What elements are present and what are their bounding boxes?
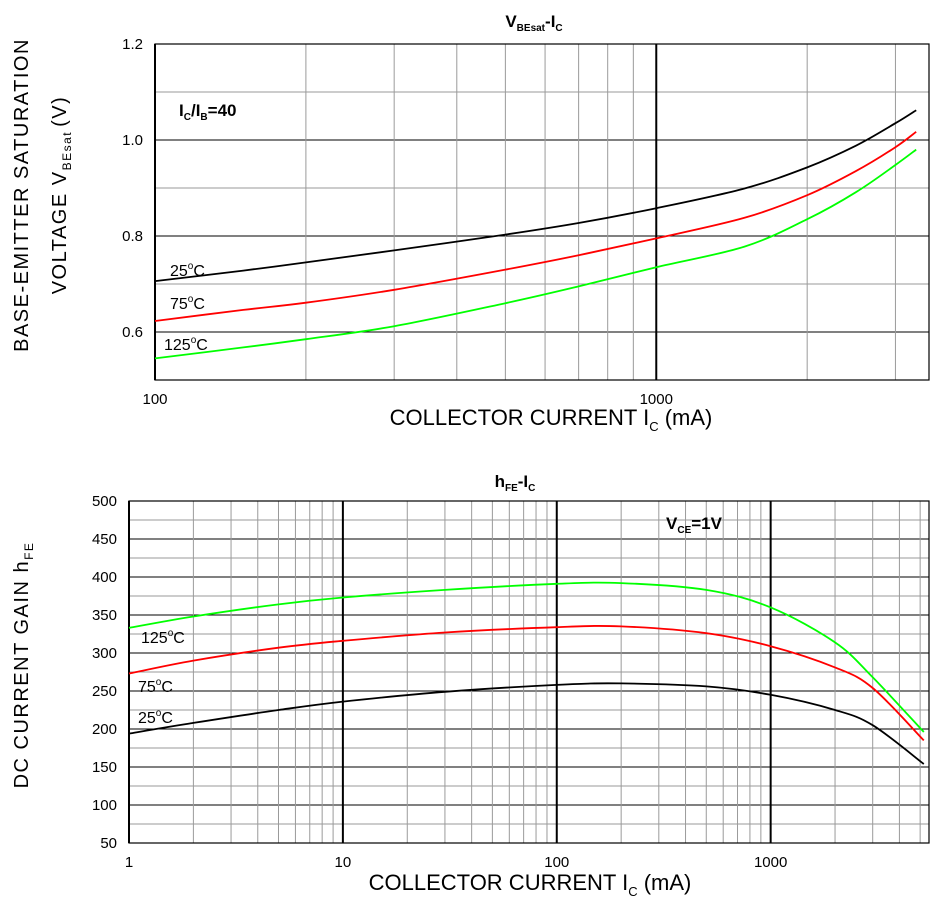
vbesat-chart-title: VBEsat-IC bbox=[505, 12, 562, 34]
vbesat-x-axis-title: COLLECTOR CURRENT IC (mA) bbox=[390, 405, 713, 434]
vbesat-label-125c: 125oC bbox=[164, 335, 208, 354]
vbesat-curves bbox=[154, 109, 917, 360]
hfe-y-tick-label: 150 bbox=[92, 759, 117, 776]
hfe-y-tick-label: 450 bbox=[92, 531, 117, 548]
vbesat-y-tick-label: 1.2 bbox=[122, 36, 143, 53]
vbesat-plot-frame bbox=[154, 43, 930, 381]
vbesat-y-axis-title-line1: BASE-EMITTER SATURATION bbox=[11, 38, 33, 352]
hfe-curves bbox=[128, 581, 925, 765]
vbesat-x-tick-label: 1000 bbox=[640, 391, 673, 408]
hfe-series-125c bbox=[128, 581, 925, 733]
vbesat-series-125c bbox=[154, 148, 917, 360]
hfe-series-75c bbox=[128, 625, 925, 742]
hfe-x-tick-labels: 1 10 100 1000 bbox=[125, 854, 788, 871]
hfe-grid bbox=[128, 500, 929, 844]
vbesat-y-tick-label: 0.6 bbox=[122, 324, 143, 341]
vbesat-x-tick-label: 100 bbox=[142, 391, 167, 408]
hfe-plot-frame bbox=[128, 500, 930, 844]
vbesat-y-tick-labels: 0.6 0.8 1.0 1.2 bbox=[122, 36, 143, 341]
hfe-label-125c: 125oC bbox=[141, 628, 185, 647]
vbesat-label-25c: 25oC bbox=[170, 261, 205, 280]
hfe-y-tick-label: 100 bbox=[92, 797, 117, 814]
hfe-series-25c bbox=[128, 682, 925, 765]
vbesat-grid bbox=[154, 43, 929, 381]
hfe-y-tick-label: 50 bbox=[100, 835, 117, 852]
vbesat-y-tick-label: 0.8 bbox=[122, 228, 143, 245]
hfe-annotation-vce: VCE=1V bbox=[666, 514, 723, 536]
vbesat-series-25c bbox=[154, 109, 917, 282]
hfe-y-tick-labels: 50 100 150 200 250 300 350 400 450 500 bbox=[92, 493, 117, 852]
vbesat-label-75c: 75oC bbox=[170, 294, 205, 313]
hfe-y-axis-title: DC CURRENT GAIN hFE bbox=[11, 542, 36, 789]
vbesat-series-75c bbox=[154, 131, 917, 322]
vbesat-y-tick-label: 1.0 bbox=[122, 132, 143, 149]
vbesat-y-axis-title-line2: VOLTAGE VBEsat(V) bbox=[49, 96, 74, 295]
vbesat-x-tick-labels: 100 1000 bbox=[142, 391, 672, 408]
vbesat-annotation-ic-ib: IC/IB=40 bbox=[179, 101, 237, 123]
hfe-y-tick-label: 500 bbox=[92, 493, 117, 510]
vbesat-chart: 0.60.81.01.2 100 1000 VBEsat-IC IC/IB=40 … bbox=[11, 12, 930, 434]
hfe-x-tick-label: 1000 bbox=[754, 854, 787, 871]
hfe-x-axis-title: COLLECTOR CURRENT IC (mA) bbox=[369, 870, 692, 899]
hfe-x-tick-label: 10 bbox=[335, 854, 352, 871]
hfe-x-tick-label: 1 bbox=[125, 854, 133, 871]
hfe-y-tick-label: 250 bbox=[92, 683, 117, 700]
hfe-chart-title: hFE-IC bbox=[495, 472, 536, 494]
hfe-label-75c: 75oC bbox=[138, 677, 173, 696]
hfe-x-tick-label: 100 bbox=[544, 854, 569, 871]
hfe-y-tick-label: 200 bbox=[92, 721, 117, 738]
hfe-chart: 50 100 150 200 250 300 350 400 450 500 1 10 100 1000… bbox=[11, 472, 930, 899]
hfe-label-25c: 25oC bbox=[138, 708, 173, 727]
hfe-y-tick-label: 350 bbox=[92, 607, 117, 624]
hfe-y-tick-label: 300 bbox=[92, 645, 117, 662]
hfe-y-tick-label: 400 bbox=[92, 569, 117, 586]
